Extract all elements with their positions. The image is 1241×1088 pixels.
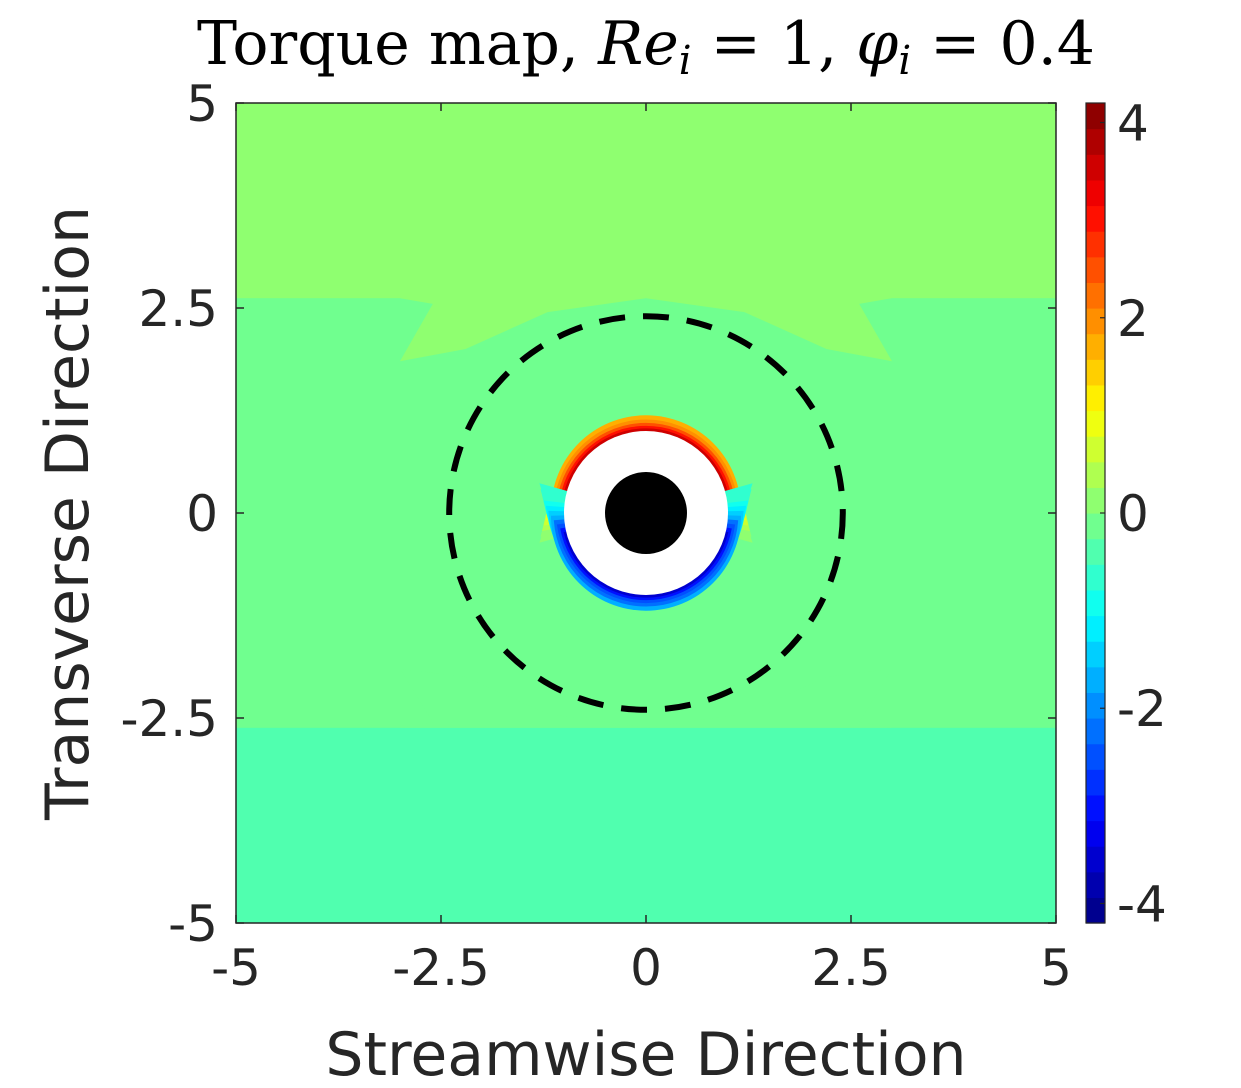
colorbar-segment: [1086, 308, 1105, 335]
colorbar-segment: [1086, 256, 1105, 283]
field-upper-region: [236, 103, 1056, 362]
colorbar-segment: [1086, 359, 1105, 386]
x-tick-label: 2.5: [811, 939, 891, 997]
field-lower-wedge: [400, 668, 892, 728]
colorbar-segment: [1086, 871, 1105, 898]
colorbar-segment: [1086, 231, 1105, 258]
y-axis-ticks: -5 -2.5 0 2.5 5: [120, 75, 1056, 953]
colorbar-segment: [1086, 154, 1105, 181]
colorbar-ticks: -4 -2 0 2 4: [1100, 95, 1167, 933]
particle-disk: [605, 472, 687, 554]
colorbar-tick-label: 0: [1117, 485, 1149, 543]
colorbar-segment: [1086, 897, 1105, 924]
colorbar-segment: [1086, 743, 1105, 770]
colorbar-segment: [1086, 179, 1105, 207]
colorbar-segment: [1086, 615, 1105, 642]
title-re-symbol: Re: [597, 9, 679, 79]
y-tick-label: -2.5: [120, 690, 218, 748]
title-re-eq: = 1,: [692, 9, 857, 79]
colorbar-segment: [1086, 103, 1105, 130]
colorbar-segment: [1086, 282, 1105, 309]
y-tick-label: 2.5: [138, 280, 218, 338]
chart-title: Torque map, Rei = 1, φi = 0.4: [197, 9, 1095, 84]
colorbar-segment: [1086, 769, 1105, 796]
colorbar-tick-label: 4: [1117, 95, 1149, 153]
colorbar-segment: [1086, 487, 1105, 514]
x-axis-ticks: -5 -2.5 0 2.5 5: [211, 103, 1072, 997]
title-re-sub: i: [679, 38, 692, 84]
colorbar-segment: [1086, 436, 1105, 463]
overlay-layer: [446, 313, 846, 713]
colorbar-segment: [1086, 846, 1105, 873]
colorbar-segment: [1086, 384, 1105, 412]
colorbar-segment: [1086, 128, 1105, 155]
x-tick-label: -2.5: [392, 939, 490, 997]
x-tick-label: 5: [1040, 939, 1072, 997]
y-tick-label: 5: [186, 75, 218, 133]
y-tick-label: -5: [168, 895, 218, 953]
colorbar-segment: [1086, 692, 1105, 719]
colorbar-tick-label: -4: [1117, 875, 1167, 933]
colorbar-segment: [1086, 820, 1105, 847]
colorbar-segment: [1086, 794, 1105, 822]
colorbar-segment: [1086, 205, 1105, 232]
interaction-radius-circle: [446, 313, 846, 713]
x-axis-label: Streamwise Direction: [325, 1020, 966, 1083]
x-tick-label: 0: [630, 939, 662, 997]
colorbar-tick-label: -2: [1117, 680, 1167, 738]
colorbar: [1085, 102, 1106, 924]
colorbar-segment: [1086, 461, 1105, 488]
colorbar-tick-label: 2: [1117, 290, 1149, 348]
colorbar-segment: [1086, 513, 1105, 540]
colorbar-segment: [1086, 410, 1105, 437]
colorbar-segment: [1086, 666, 1105, 693]
colorbar-segment: [1086, 641, 1105, 668]
colorbar-segment: [1086, 589, 1105, 617]
colorbar-segment: [1086, 333, 1105, 360]
title-phi-eq: = 0.4: [911, 9, 1095, 79]
title-prefix: Torque map,: [197, 9, 598, 79]
colorbar-segment: [1086, 538, 1105, 565]
y-tick-label: 0: [186, 485, 218, 543]
title-phi-symbol: φ: [856, 9, 898, 79]
colorbar-segment: [1086, 718, 1105, 745]
y-axis-label: Transverse Direction: [33, 206, 103, 821]
title-phi-sub: i: [898, 38, 911, 84]
x-tick-label: -5: [211, 939, 261, 997]
colorbar-segment: [1086, 564, 1105, 591]
